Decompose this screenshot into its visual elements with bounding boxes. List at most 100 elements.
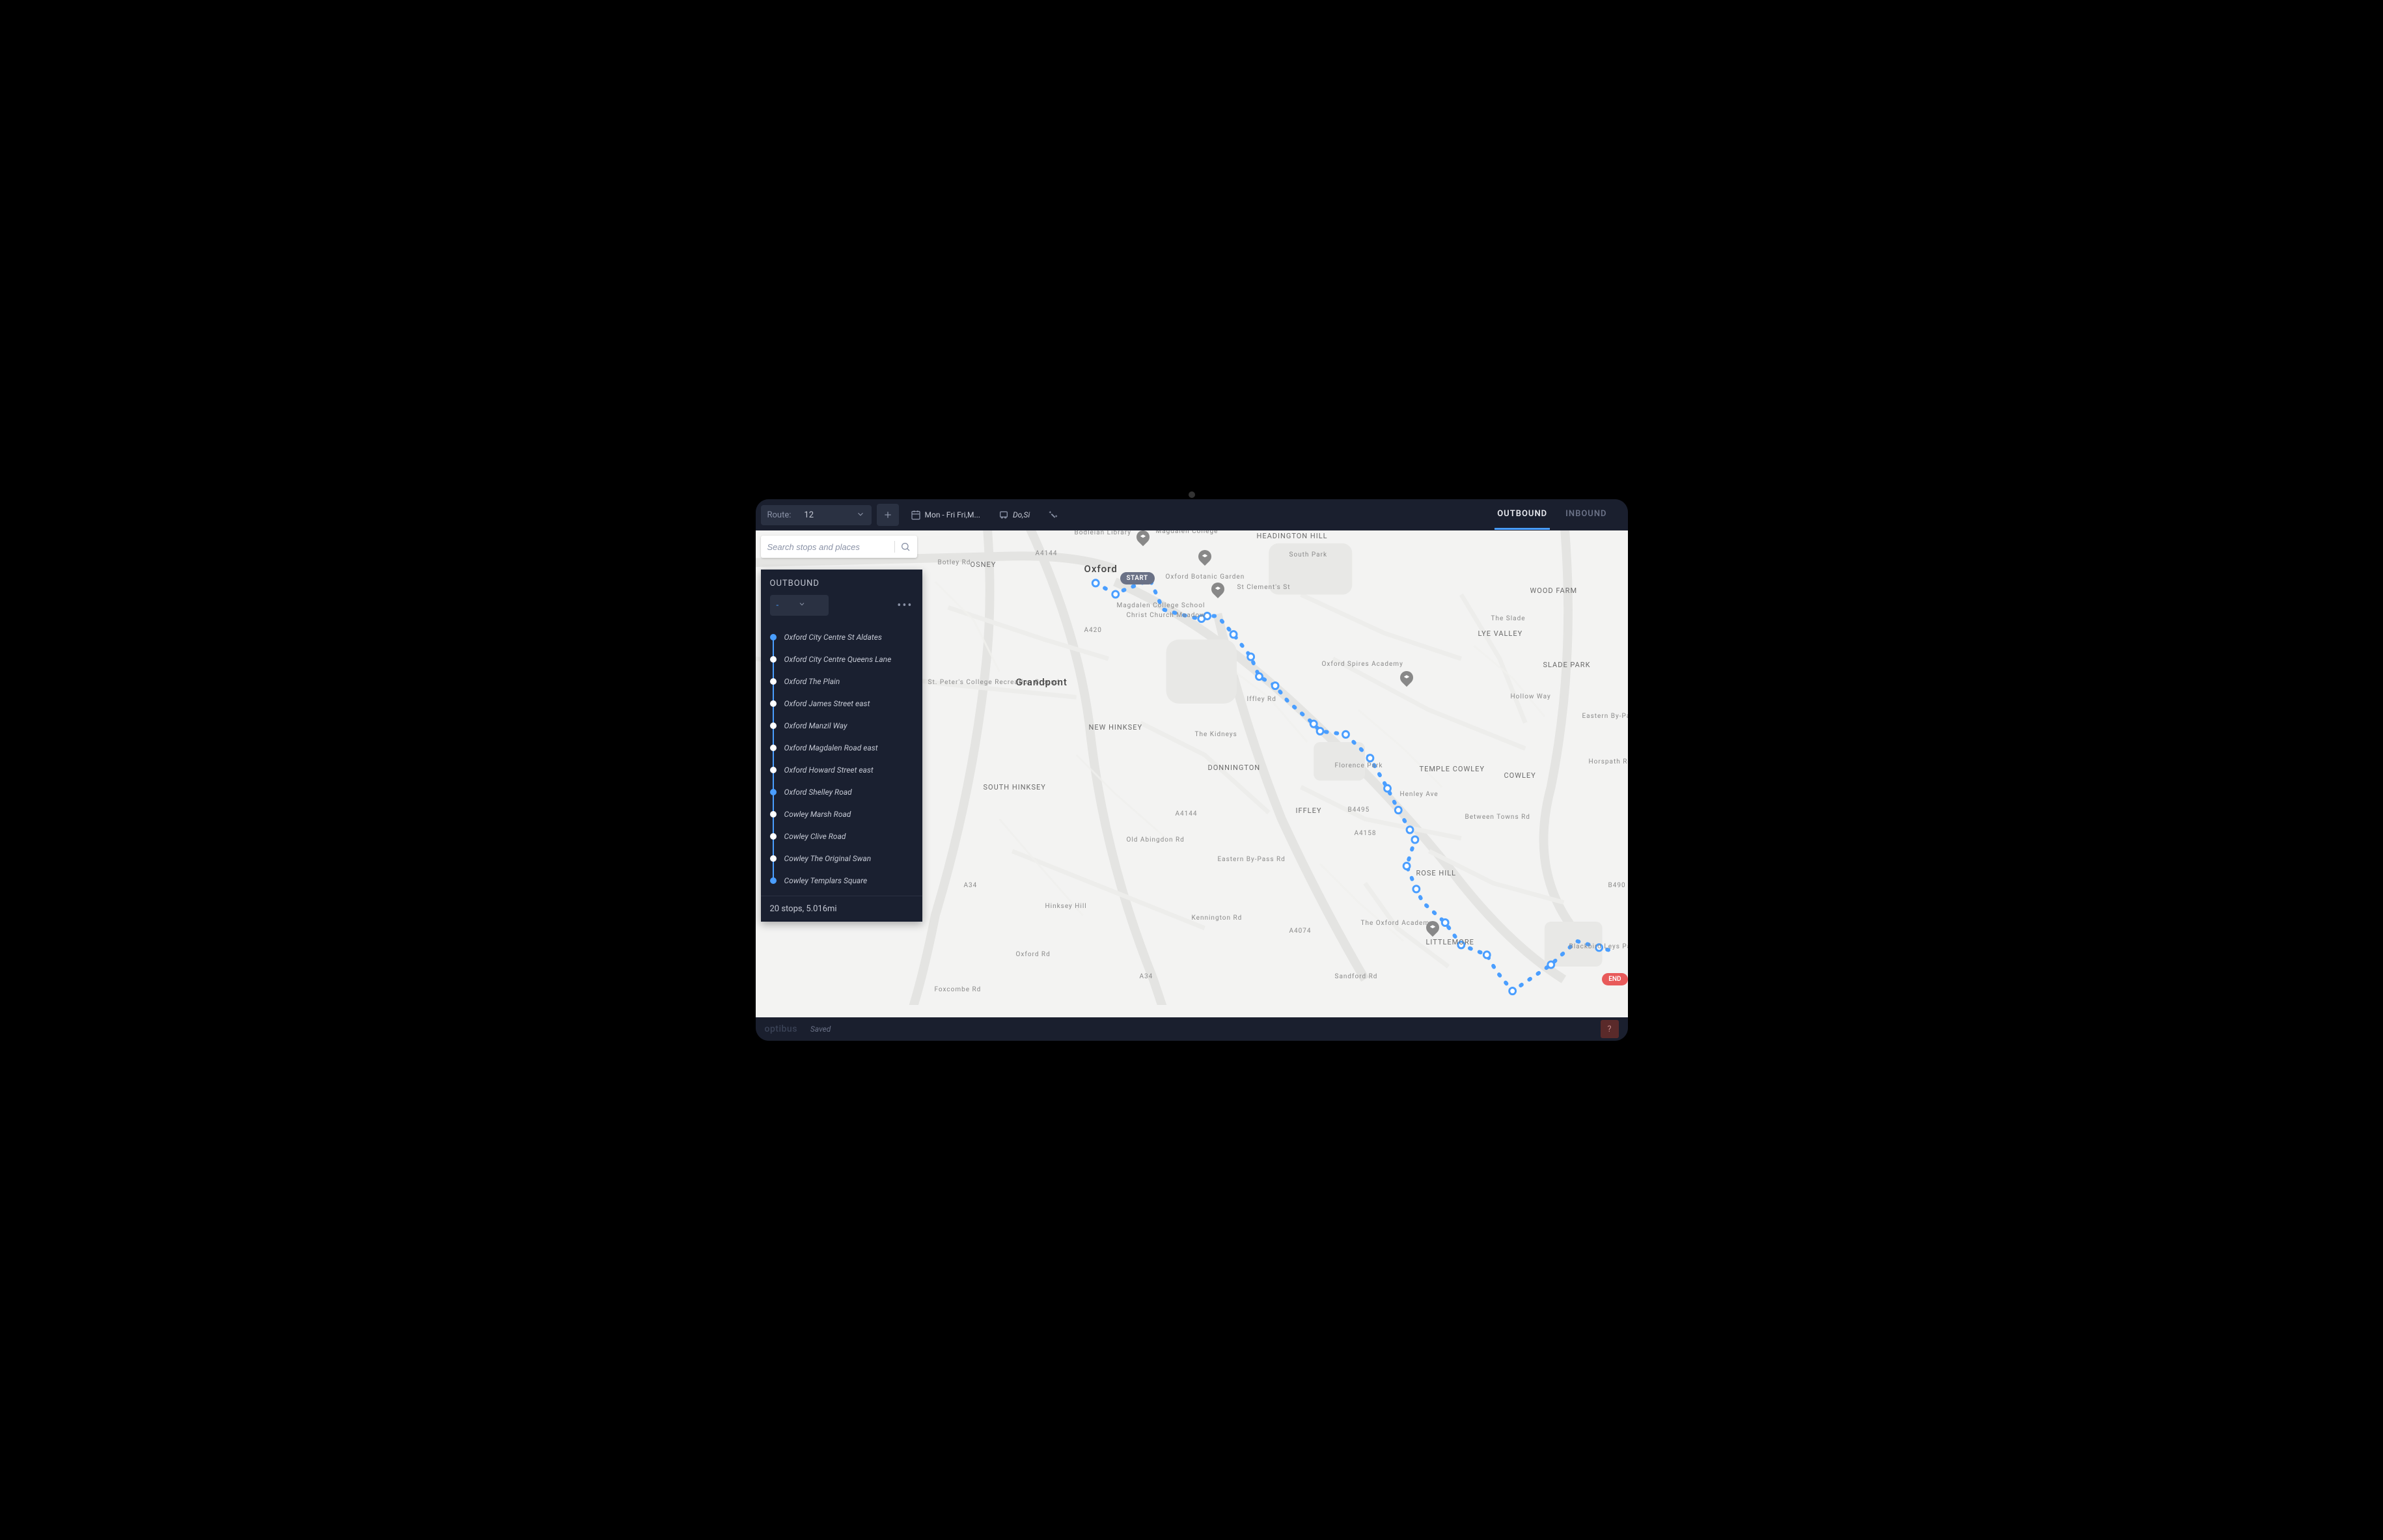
poi-marker-icon [1211,583,1224,596]
stop-label: Cowley Marsh Road [784,810,851,819]
end-badge: END [1602,973,1627,985]
map-label: Sandford Rd [1335,973,1378,980]
map-label: OSNEY [971,560,997,569]
stop-item[interactable]: Oxford Magdalen Road east [770,737,913,759]
map-label: HEADINGTON HILL [1257,532,1328,540]
tab-inbound[interactable]: INBOUND [1563,500,1609,530]
stop-item[interactable]: Cowley Marsh Road [770,803,913,825]
map-label: Foxcombe Rd [935,986,982,993]
stop-dot [770,656,777,663]
schedule-selector[interactable]: Mon - Fri Fri,M... [904,510,987,520]
stop-label: Cowley The Original Swan [784,854,872,863]
stop-item[interactable]: Oxford Manzil Way [770,715,913,737]
map-label: St Clement's St [1237,584,1291,591]
route-selector[interactable]: Route: 12 [761,505,872,525]
map-label: NEW HINKSEY [1089,723,1143,732]
map-label: Hinksey Hill [1045,903,1087,910]
poi-marker-icon [1198,550,1211,563]
stop-label: Oxford Magdalen Road east [784,743,878,752]
stop-item[interactable]: Cowley Templars Square [770,870,913,892]
map-label: Magdalen College [1156,530,1219,535]
stop-label: Oxford The Plain [784,677,840,686]
route-value: 12 [804,510,842,520]
map-label: SLADE PARK [1543,661,1591,669]
stop-label: Oxford James Street east [784,699,870,708]
magic-wand-button[interactable] [1041,510,1065,520]
stop-dot [770,877,777,884]
map-label: Oxford [1084,563,1118,575]
stop-item[interactable]: Oxford City Centre St Aldates [770,626,913,648]
map-label: Christ Church Meadow [1127,612,1205,619]
map-label: Florence Park [1335,762,1383,769]
map-label: DONNINGTON [1208,763,1261,772]
map-label: COWLEY [1504,771,1536,780]
map-label: IFFLEY [1296,806,1322,815]
map-label: Oxford Rd [1016,951,1051,958]
map-label: A4074 [1289,928,1312,935]
stop-item[interactable]: Cowley The Original Swan [770,847,913,870]
stop-item[interactable]: Oxford The Plain [770,670,913,693]
stop-label: Oxford City Centre St Aldates [784,633,882,642]
statusbar: optibus Saved ? [756,1017,1628,1041]
stop-label: Cowley Templars Square [784,876,868,885]
stop-dot [770,855,777,862]
search-icon[interactable] [900,542,911,552]
poi-marker-icon [1136,530,1150,543]
stop-label: Cowley Clive Road [784,832,846,841]
map-label: Eastern By-Pass Rd [1218,856,1286,863]
map-label: Kennington Rd [1192,914,1243,922]
map-label: ROSE HILL [1416,869,1457,877]
route-sidebar: OUTBOUND - ••• Oxford City Centre St Ald… [761,570,922,922]
add-button[interactable] [877,504,899,526]
stop-label: Oxford Shelley Road [784,788,852,797]
more-button[interactable]: ••• [897,599,913,612]
map-label: Grandpont [1016,676,1068,688]
map-label: The Kidneys [1195,731,1237,738]
map-label: Old Abingdon Rd [1127,836,1185,844]
map-label: SOUTH HINKSEY [984,783,1046,791]
map-label: Henley Ave [1400,791,1439,798]
variant-selector[interactable]: - [770,595,829,616]
direction-tabs: OUTBOUND INBOUND [1495,500,1622,530]
map-label: The Slade [1491,615,1526,622]
stop-dot [770,833,777,840]
map-label: LYE VALLEY [1478,629,1523,638]
stop-item[interactable]: Cowley Clive Road [770,825,913,847]
map-label: Oxford Spires Academy [1322,661,1403,668]
stop-dot [770,634,777,640]
stop-dot [770,678,777,685]
chevron-down-icon [856,509,865,521]
stop-dot [770,700,777,707]
save-status: Saved [810,1024,831,1034]
map-label: Between Towns Rd [1465,814,1530,821]
variant-value: - [777,601,779,611]
map-label: A34 [964,882,978,889]
start-badge: START [1120,572,1155,584]
stop-label: Oxford City Centre Queens Lane [784,655,892,664]
map-label: WOOD FARM [1530,586,1578,595]
tab-outbound[interactable]: OUTBOUND [1495,500,1550,530]
stop-item[interactable]: Oxford City Centre Queens Lane [770,648,913,670]
map-label: Bodleian Library [1075,530,1131,536]
stop-item[interactable]: Oxford Howard Street east [770,759,913,781]
stop-label: Oxford Howard Street east [784,765,874,775]
map-label: A4158 [1355,830,1377,837]
stops-list: Oxford City Centre St Aldates Oxford City… [761,622,922,896]
map-label: A4144 [1036,550,1058,557]
map-label: South Park [1289,551,1328,558]
map-label: B490 [1608,882,1626,889]
search-input[interactable] [767,542,889,552]
map-label: A34 [1140,973,1153,980]
stop-item[interactable]: Oxford Shelley Road [770,781,913,803]
schedule-text: Mon - Fri Fri,M... [925,510,980,519]
map-label: Magdalen College School [1117,602,1205,609]
map-label: Hollow Way [1511,693,1551,700]
stop-item[interactable]: Oxford James Street east [770,693,913,715]
help-button[interactable]: ? [1601,1020,1619,1038]
stop-dot [770,745,777,751]
map-label: A420 [1084,627,1102,634]
poi-marker-icon [1426,921,1439,934]
map-label: The Oxford Academy [1361,920,1433,927]
vehicle-text: Do,Si [1013,510,1030,519]
vehicle-selector[interactable]: Do,Si [992,510,1036,520]
